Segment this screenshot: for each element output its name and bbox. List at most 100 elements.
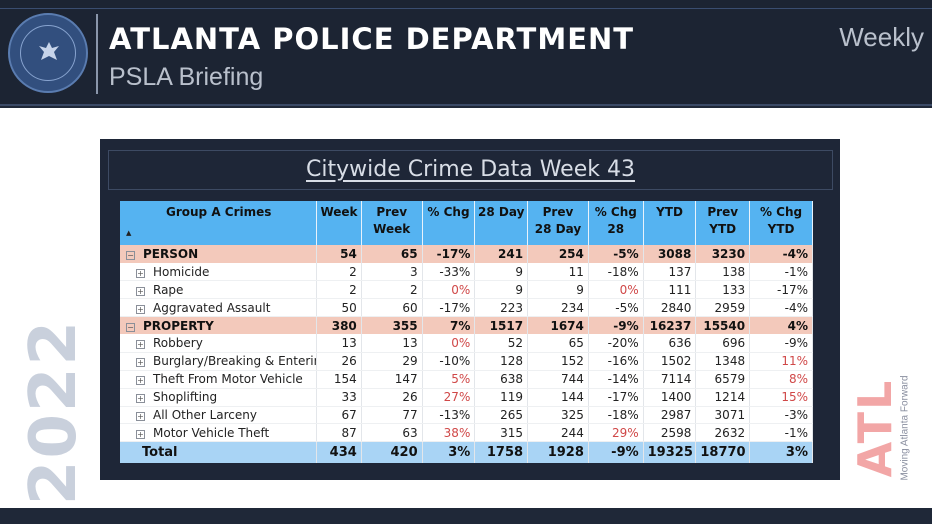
cell-week: 154: [316, 370, 362, 389]
cell-pct-chg-28: -9%: [588, 316, 644, 335]
cell-pct-chg: 0%: [422, 280, 476, 300]
col-header-prev-week[interactable]: Prev Week: [361, 201, 423, 245]
cell-prev-ytd: 3230: [695, 245, 751, 263]
cell-pct-chg-28: -5%: [588, 298, 644, 318]
expand-icon[interactable]: +: [136, 429, 145, 439]
cell-prev-28: 144: [527, 388, 589, 407]
expand-icon[interactable]: +: [136, 268, 145, 278]
col-header-crimes[interactable]: Group A Crimes ▲: [120, 201, 318, 245]
cell-week: 2: [316, 280, 362, 300]
cell-pct-chg-ytd: -1%: [749, 423, 813, 443]
expand-icon[interactable]: +: [136, 376, 145, 386]
panel-title-box: Citywide Crime Data Week 43: [108, 150, 833, 190]
cell-prev-28: 244: [527, 423, 589, 443]
cell-prev-28: 152: [527, 352, 589, 371]
cell-pct-chg-28: 0%: [588, 280, 644, 300]
expand-icon[interactable]: +: [136, 394, 145, 404]
cell-prev-28: 11: [527, 262, 589, 282]
seal-ring: [20, 25, 76, 81]
expand-icon[interactable]: +: [136, 304, 145, 314]
cell-pct-chg-ytd: -4%: [749, 298, 813, 318]
expand-icon[interactable]: +: [136, 286, 145, 296]
col-header-pct-chg-ytd[interactable]: % Chg YTD: [749, 201, 813, 245]
cell-prev-28: 1674: [527, 316, 589, 335]
crime-name: Robbery: [153, 336, 203, 351]
cell-week: 26: [316, 352, 362, 371]
total-prev-week: 420: [361, 441, 423, 463]
cell-prev-week: 77: [361, 406, 423, 425]
cell-pct-chg-ytd: -4%: [749, 245, 813, 263]
cell-prev-ytd: 138: [695, 262, 751, 282]
table-row: + All Other Larceny 67 77 -13% 265 325 -18% 2987…: [120, 406, 813, 425]
cell-prev-28: 744: [527, 370, 589, 389]
col-header-week[interactable]: Week: [316, 201, 362, 245]
header-top-rule: [0, 8, 932, 9]
table-row: + Motor Vehicle Theft 87 63 38% 315 244 29% 2598…: [120, 423, 813, 443]
total-label: Total: [120, 441, 318, 463]
collapse-icon[interactable]: −: [126, 322, 135, 332]
cell-pct-chg-ytd: -9%: [749, 334, 813, 353]
crime-name: All Other Larceny: [153, 407, 257, 422]
crime-name: Motor Vehicle Theft: [153, 425, 270, 440]
crime-name: Homicide: [153, 264, 210, 279]
cell-prev-week: 147: [361, 370, 423, 389]
crime-name: Burglary/Breaking & Entering: [153, 354, 317, 369]
col-header-pct-chg[interactable]: % Chg: [422, 201, 476, 245]
cell-ytd: 2840: [643, 298, 697, 318]
expand-icon[interactable]: +: [136, 340, 145, 350]
cell-prev-week: 3: [361, 262, 423, 282]
total-ytd: 19325: [643, 441, 697, 463]
cell-pct-chg: 38%: [422, 423, 476, 443]
total-prev-ytd: 18770: [695, 441, 751, 463]
col-header-pct-chg-28[interactable]: % Chg 28: [588, 201, 644, 245]
cell-day28: 315: [474, 423, 529, 443]
cell-day28: 52: [474, 334, 529, 353]
cell-prev-week: 63: [361, 423, 423, 443]
expand-icon[interactable]: +: [136, 411, 145, 421]
table-body: − PERSON 54 65 -17% 241 254 -5% 3088 3230 -4% + Homi…: [120, 245, 813, 463]
cell-pct-chg-28: 29%: [588, 423, 644, 443]
table-row: + Shoplifting 33 26 27% 119 144 -17% 1400 1214 15%: [120, 388, 813, 407]
crime-name-cell: + Motor Vehicle Theft: [120, 423, 318, 443]
cell-prev-week: 355: [361, 316, 423, 335]
total-pct-chg-ytd: 3%: [749, 441, 813, 463]
crime-name-cell: + All Other Larceny: [120, 406, 318, 425]
cell-pct-chg: 27%: [422, 388, 476, 407]
cell-prev-ytd: 2959: [695, 298, 751, 318]
cell-prev-ytd: 1214: [695, 388, 751, 407]
expand-icon[interactable]: +: [136, 358, 145, 368]
panel-title: Citywide Crime Data Week 43: [306, 157, 635, 182]
cell-pct-chg: 5%: [422, 370, 476, 389]
header-divider: [96, 14, 98, 94]
total-row: Total 434 420 3% 1758 1928 -9% 19325 18770 3%: [120, 441, 813, 463]
header-banner: ATLANTA POLICE DEPARTMENT PSLA Briefing …: [0, 0, 932, 106]
table-row: + Homicide 2 3 -33% 9 11 -18% 137 138 -1%: [120, 262, 813, 282]
cell-prev-ytd: 133: [695, 280, 751, 300]
cell-week: 13: [316, 334, 362, 353]
sort-asc-icon[interactable]: ▲: [126, 229, 132, 237]
total-week: 434: [316, 441, 362, 463]
cell-pct-chg: -17%: [422, 298, 476, 318]
cell-pct-chg-28: -20%: [588, 334, 644, 353]
cell-prev-28: 254: [527, 245, 589, 263]
cell-prev-week: 2: [361, 280, 423, 300]
cell-prev-week: 26: [361, 388, 423, 407]
cell-pct-chg-ytd: 4%: [749, 316, 813, 335]
col-header-ytd[interactable]: YTD: [643, 201, 697, 245]
apd-seal-logo: [8, 13, 88, 93]
total-prev-28: 1928: [527, 441, 589, 463]
cell-prev-28: 325: [527, 406, 589, 425]
table-row: + Burglary/Breaking & Entering 26 29 -10% 128…: [120, 352, 813, 371]
crime-name-cell: + Rape: [120, 280, 318, 300]
col-header-prev-28-day[interactable]: Prev 28 Day: [527, 201, 589, 245]
collapse-icon[interactable]: −: [126, 250, 135, 260]
cell-prev-week: 60: [361, 298, 423, 318]
col-header-28-day[interactable]: 28 Day: [474, 201, 529, 245]
cell-prev-ytd: 696: [695, 334, 751, 353]
footer-bar: [0, 508, 932, 524]
cell-pct-chg-ytd: -3%: [749, 406, 813, 425]
total-day28: 1758: [474, 441, 529, 463]
col-header-prev-ytd[interactable]: Prev YTD: [695, 201, 751, 245]
cell-week: 380: [316, 316, 362, 335]
cell-prev-week: 65: [361, 245, 423, 263]
